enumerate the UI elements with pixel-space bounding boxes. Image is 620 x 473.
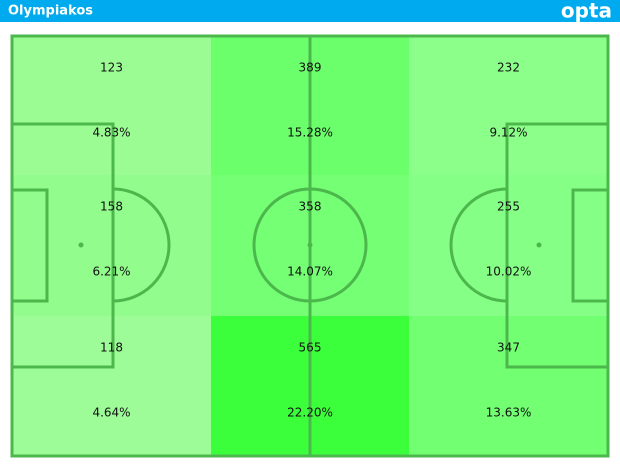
zone-share: 14.07%: [287, 265, 333, 279]
zone-share: 15.28%: [287, 126, 333, 140]
penalty-arc: [112, 187, 171, 303]
zone-count: 565: [299, 341, 322, 355]
penalty-spot: [536, 242, 542, 248]
zone-count: 389: [299, 61, 322, 75]
zone-labels: 123 4.83% 389 15.28% 232 9.12% 158 6.21% 358 14.0…: [92, 61, 531, 420]
zone-share: 4.64%: [92, 406, 130, 420]
six-yard-box: [571, 188, 610, 303]
zone-count: 358: [299, 200, 322, 214]
zone-count: 118: [100, 341, 123, 355]
zone-share: 10.02%: [486, 265, 532, 279]
six-yard-box: [10, 188, 49, 303]
pitch-lines: [10, 34, 610, 458]
penalty-spot: [78, 242, 84, 248]
zone-share: 6.21%: [92, 265, 130, 279]
center-spot: [307, 242, 313, 248]
logo: opta: [561, 0, 612, 23]
zone-count: 158: [100, 200, 123, 214]
penalty-arc: [449, 187, 508, 303]
zone-count: 232: [497, 61, 520, 75]
zone-share: 13.63%: [486, 406, 532, 420]
zone-share: 9.12%: [489, 126, 527, 140]
header-bar: [0, 0, 620, 22]
zone-share: 4.83%: [92, 126, 130, 140]
zone-count: 347: [497, 341, 520, 355]
center-circle: [252, 187, 368, 303]
zone-count: 123: [100, 61, 123, 75]
team-name: Olympiakos: [8, 4, 93, 19]
zone-count: 255: [497, 200, 520, 214]
zone-share: 22.20%: [287, 406, 333, 420]
